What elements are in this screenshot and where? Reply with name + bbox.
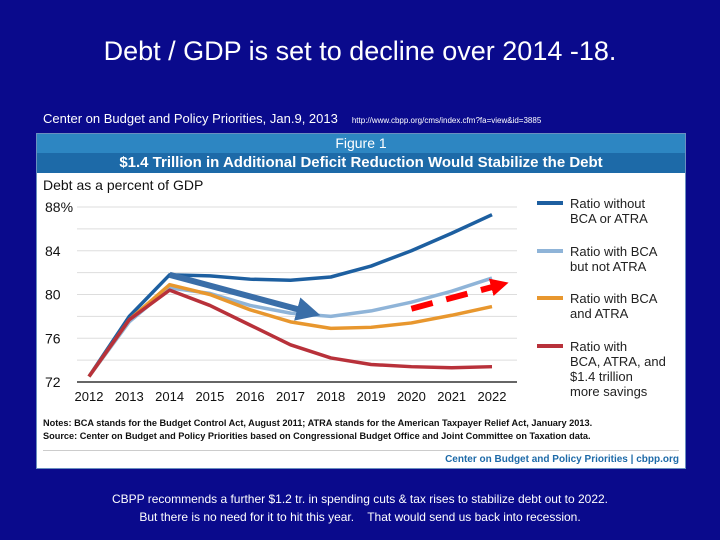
slide-title: Debt / GDP is set to decline over 2014 -… bbox=[103, 36, 617, 66]
source-line: Center on Budget and Policy Priorities, … bbox=[43, 111, 541, 126]
source-url[interactable]: http://www.cbpp.org/cms/index.cfm?fa=vie… bbox=[351, 116, 542, 125]
series-line-4 bbox=[87, 288, 493, 378]
chart-plot: Debt as a percent of GDP 88% 84 80 76 72 2012 2… bbox=[43, 177, 666, 404]
y-tick-label: 80 bbox=[45, 287, 61, 303]
legend-entry: Ratio with BCA and ATRA bbox=[570, 291, 658, 321]
chart-notes: Notes: BCA stands for the Budget Control… bbox=[43, 417, 592, 443]
x-tick-label: 2020 bbox=[397, 389, 426, 404]
legend-entry: Ratio with BCA but not ATRA bbox=[570, 244, 658, 274]
y-tick-label: 84 bbox=[45, 243, 61, 259]
x-tick-label: 2012 bbox=[75, 389, 104, 404]
red-dashed-arrow bbox=[410, 278, 509, 312]
x-tick-label: 2015 bbox=[195, 389, 224, 404]
caption-line-1: CBPP recommends a further $1.2 tr. in sp… bbox=[111, 492, 609, 506]
x-tick-label: 2017 bbox=[276, 389, 305, 404]
source-text: Center on Budget and Policy Priorities, … bbox=[43, 111, 338, 126]
y-axis-label: Debt as a percent of GDP bbox=[43, 177, 203, 193]
caption-line-2: But there is no need for it to hit this … bbox=[139, 510, 581, 524]
x-tick-label: 2016 bbox=[236, 389, 265, 404]
figure-label: Figure 1 bbox=[37, 134, 685, 153]
trend-arrow bbox=[168, 271, 321, 321]
notes-text: Notes: BCA stands for the Budget Control… bbox=[43, 418, 593, 428]
brand-footer: Center on Budget and Policy Priorities |… bbox=[43, 450, 679, 465]
y-tick-label: 88% bbox=[45, 199, 73, 215]
x-tick-label: 2019 bbox=[357, 389, 386, 404]
y-tick-label: 76 bbox=[45, 330, 61, 346]
x-tick-label: 2018 bbox=[316, 389, 345, 404]
caption: CBPP recommends a further $1.2 tr. in sp… bbox=[0, 490, 720, 526]
y-tick-label: 72 bbox=[45, 374, 61, 390]
legend-entry: Ratio without BCA or ATRA bbox=[570, 196, 648, 226]
series-line-1 bbox=[87, 213, 493, 378]
x-tick-label: 2022 bbox=[478, 389, 507, 404]
x-tick-label: 2014 bbox=[155, 389, 184, 404]
source-note: Source: Center on Budget and Policy Prio… bbox=[43, 431, 591, 441]
chart-figure: Figure 1 $1.4 Trillion in Additional Def… bbox=[36, 133, 686, 469]
chart-title: $1.4 Trillion in Additional Deficit Redu… bbox=[37, 153, 685, 173]
x-tick-label: 2013 bbox=[115, 389, 144, 404]
series-line-2 bbox=[87, 276, 493, 378]
legend-entry: Ratio with BCA, ATRA, and $1.4 trillion mor… bbox=[570, 339, 666, 399]
series-line-3 bbox=[87, 282, 493, 378]
x-tick-label: 2021 bbox=[437, 389, 466, 404]
